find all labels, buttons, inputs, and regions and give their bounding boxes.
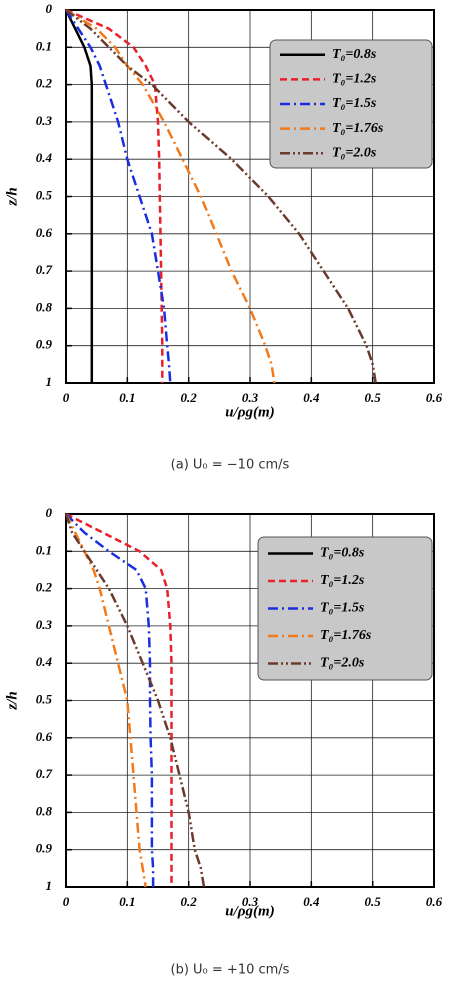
- series-line: [64, 9, 94, 383]
- y-tick-label: 0.1: [36, 542, 52, 557]
- x-tick-label: 0: [63, 894, 70, 909]
- x-axis-label: u/ρg(m): [225, 903, 274, 919]
- x-tick-label: 0: [63, 390, 70, 405]
- y-tick-label: 0.7: [36, 262, 53, 277]
- legend-label: T₀=1.2s: [320, 573, 365, 588]
- chart: 0 0.1 0.2 0.3 0.4 0.5 0.6 0 0.1 0.2 0.3 0.4 0.5 0.6 0.…: [4, 1, 442, 473]
- y-tick-label: 0.3: [36, 113, 53, 128]
- y-tick-label: 0: [46, 505, 53, 520]
- y-tick-label: 0.9: [36, 841, 53, 856]
- legend-box: [257, 536, 433, 681]
- y-tick-label: 0.5: [36, 691, 53, 706]
- y-tick-label: 0.4: [36, 150, 53, 165]
- legend-label: T₀=0.8s: [320, 546, 365, 561]
- x-tick-label: 0.5: [365, 390, 382, 405]
- legend-label: T₀=1.76s: [332, 121, 384, 136]
- chart: 0 0.1 0.2 0.3 0.4 0.5 0.6 0 0.1 0.2 0.3 0.4 0.5 0.6 0.…: [4, 505, 443, 978]
- series-line: [65, 8, 276, 384]
- y-tick-label: 0.7: [36, 766, 53, 781]
- y-tick-label: 0.8: [36, 803, 53, 818]
- x-tick-label: 0.2: [181, 390, 198, 405]
- series-line: [64, 9, 172, 384]
- caption: (b) U₀ = +10 cm/s: [171, 963, 290, 978]
- series-line: [65, 8, 164, 383]
- x-tick-label: 0.5: [365, 894, 382, 909]
- y-tick-label: 0.5: [36, 187, 53, 202]
- x-tick-label: 0.6: [426, 894, 443, 909]
- x-tick-label: 0.3: [242, 390, 259, 405]
- y-tick-label: 1: [46, 878, 53, 893]
- y-tick-label: 1: [46, 374, 53, 389]
- y-tick-label: 0: [46, 1, 53, 16]
- y-tick-label: 0.2: [36, 580, 53, 595]
- x-tick-label: 0.6: [426, 390, 443, 405]
- legend-label: T₀=2.0s: [332, 145, 377, 160]
- y-tick-label: 0.9: [36, 337, 53, 352]
- series-line: [64, 513, 206, 888]
- x-tick-label: 0.4: [303, 390, 320, 405]
- y-tick-label: 0.1: [36, 38, 52, 53]
- y-tick-label: 0.2: [36, 76, 53, 91]
- x-tick-label: 0.3: [242, 894, 259, 909]
- y-tick-label: 0.8: [36, 299, 53, 314]
- plot-frame: [65, 9, 435, 384]
- series-line: [65, 9, 377, 384]
- plot-frame: [65, 513, 435, 888]
- x-tick-label: 0.4: [303, 894, 320, 909]
- x-tick-label: 0.1: [119, 894, 135, 909]
- legend-label: T₀=1.5s: [320, 601, 365, 616]
- series-line: [64, 513, 147, 888]
- caption: (a) U₀ = −10 cm/s: [171, 458, 290, 473]
- y-axis-label: z/h: [4, 187, 20, 206]
- legend-label: T₀=1.5s: [332, 96, 377, 111]
- legend-box: [269, 39, 433, 169]
- y-tick-label: 0.6: [36, 729, 53, 744]
- y-tick-label: 0.3: [36, 617, 53, 632]
- x-tick-label: 0.2: [181, 894, 198, 909]
- legend-label: T₀=2.0s: [320, 656, 365, 671]
- series-line: [65, 512, 173, 887]
- x-axis-label: u/ρg(m): [225, 404, 274, 420]
- legend-label: T₀=1.76s: [320, 628, 372, 643]
- y-tick-label: 0.4: [36, 654, 53, 669]
- legend-label: T₀=1.2s: [332, 72, 377, 87]
- y-tick-label: 0.6: [36, 225, 53, 240]
- y-axis-label: z/h: [4, 691, 20, 710]
- x-tick-label: 0.1: [119, 390, 135, 405]
- legend-label: T₀=0.8s: [332, 47, 377, 62]
